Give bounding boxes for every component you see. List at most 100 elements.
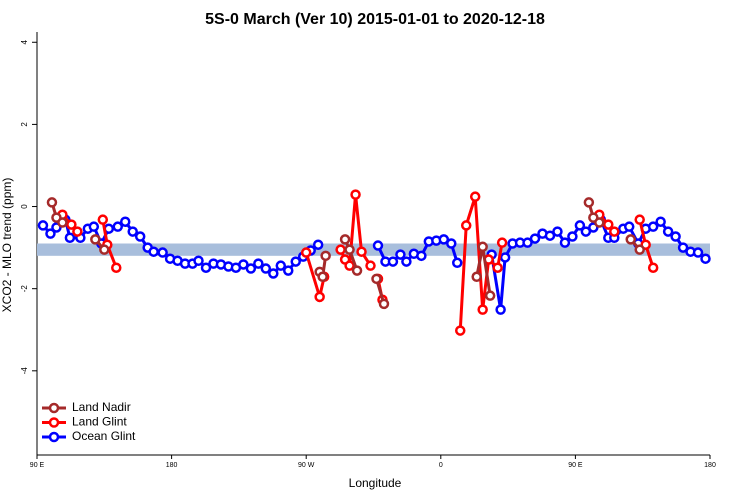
data-point	[111, 262, 122, 273]
legend-marker	[48, 431, 60, 443]
data-point	[314, 291, 325, 303]
data-point	[670, 231, 681, 242]
data-point	[647, 262, 659, 273]
data-point	[283, 265, 294, 276]
data-point	[64, 232, 76, 244]
data-point	[529, 233, 541, 244]
data-point	[45, 228, 56, 239]
data-point	[655, 216, 666, 227]
data-point	[119, 216, 131, 227]
data-point	[567, 231, 578, 242]
data-point	[625, 234, 636, 245]
x-tick-label: 0	[439, 462, 443, 469]
data-point	[97, 214, 109, 225]
data-point	[253, 258, 264, 269]
data-point	[66, 219, 77, 230]
data-point	[350, 189, 361, 200]
data-point	[692, 247, 704, 258]
data-point	[339, 234, 351, 245]
data-point	[416, 250, 427, 262]
y-tick-label: 2	[20, 122, 29, 127]
data-point	[574, 220, 586, 231]
y-tick-label: -4	[20, 367, 29, 375]
data-point	[127, 226, 138, 237]
reference-band	[37, 243, 710, 256]
data-point	[522, 237, 533, 248]
chart-title: 5S-0 March (Ver 10) 2015-01-01 to 2020-1…	[205, 11, 545, 28]
data-point	[395, 249, 406, 260]
data-point	[499, 252, 511, 263]
data-point	[378, 298, 390, 310]
data-point	[460, 220, 472, 231]
x-tick-label: 180	[166, 462, 178, 469]
x-tick-label: 90 E	[568, 462, 583, 469]
data-point	[260, 263, 272, 274]
data-point	[157, 247, 168, 258]
y-tick-label: 0	[20, 204, 29, 209]
series-line	[61, 194, 655, 331]
data-point	[454, 325, 466, 336]
y-tick-label: -2	[20, 285, 29, 293]
data-point	[90, 234, 101, 245]
x-tick-label: 180	[704, 462, 716, 469]
data-point	[290, 256, 301, 267]
data-point	[112, 221, 124, 232]
data-point	[134, 231, 146, 242]
data-point	[634, 244, 645, 255]
legend-label: Land Nadir	[72, 400, 131, 414]
data-point	[677, 242, 689, 253]
data-point	[583, 197, 595, 208]
data-point	[438, 234, 450, 245]
data-point	[603, 219, 614, 230]
data-point	[387, 256, 399, 267]
data-point	[238, 259, 249, 270]
data-point	[320, 250, 331, 262]
data-point	[371, 273, 382, 285]
data-point	[200, 262, 212, 273]
data-point	[580, 226, 592, 237]
legend-label: Ocean Glint	[72, 429, 136, 443]
data-point	[57, 217, 68, 228]
data-point	[477, 241, 488, 253]
data-point	[700, 253, 711, 264]
data-point	[401, 256, 412, 267]
x-tick-label: 90 E	[30, 462, 45, 469]
data-point	[245, 263, 257, 274]
data-point	[148, 246, 159, 257]
data-point	[544, 230, 556, 241]
data-point	[72, 226, 83, 237]
y-axis-label: XCO2 - MLO trend (ppm)	[0, 178, 14, 313]
data-point	[492, 262, 503, 273]
data-point	[99, 244, 110, 255]
data-point	[446, 238, 457, 249]
data-point	[469, 191, 481, 202]
data-point	[365, 260, 376, 271]
data-point	[46, 197, 58, 208]
data-point	[609, 226, 620, 237]
data-point	[300, 247, 312, 258]
data-point	[495, 304, 506, 315]
data-point	[356, 246, 367, 257]
data-point	[471, 271, 482, 283]
data-point	[452, 257, 463, 269]
x-axis-label: Longitude	[349, 476, 402, 490]
data-point	[372, 240, 384, 251]
legend-marker	[48, 417, 60, 428]
data-point	[351, 265, 363, 276]
y-tick-label: 4	[20, 39, 29, 44]
data-point	[647, 221, 659, 232]
data-point	[634, 214, 645, 225]
data-point	[559, 237, 571, 248]
data-point	[662, 226, 674, 237]
data-point	[344, 244, 355, 255]
data-point	[37, 220, 49, 231]
data-point	[268, 268, 279, 279]
data-point	[317, 271, 328, 283]
data-point	[484, 290, 496, 301]
data-point	[477, 304, 488, 315]
data-point	[193, 255, 204, 266]
data-point	[623, 221, 635, 232]
data-point	[335, 244, 346, 255]
